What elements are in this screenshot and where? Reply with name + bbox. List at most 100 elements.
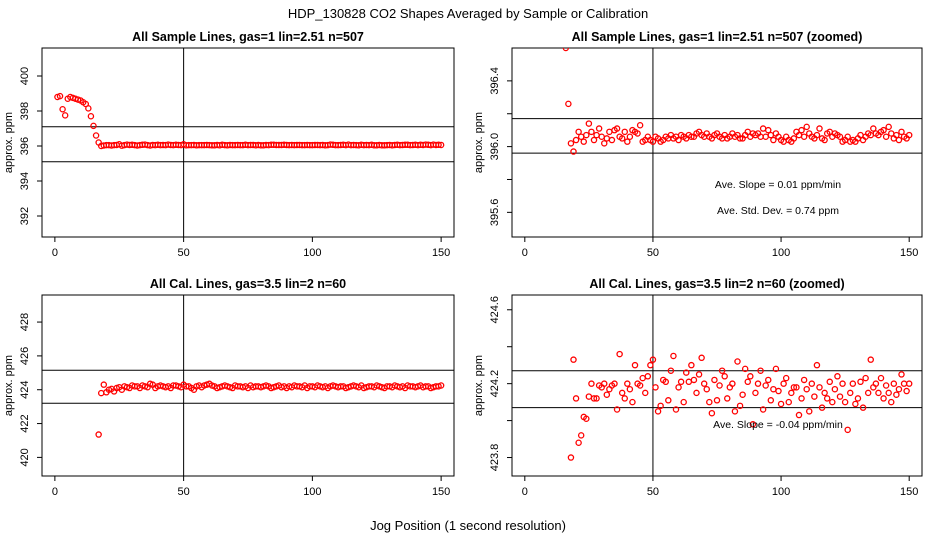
data-points: [95, 380, 445, 438]
data-point: [905, 131, 913, 139]
y-axis-label: approx. ppm: [473, 355, 485, 416]
data-point: [675, 384, 682, 391]
data-point: [672, 406, 680, 413]
data-point: [898, 128, 905, 136]
data-point: [729, 380, 736, 387]
data-point: [870, 125, 877, 132]
data-point: [795, 411, 803, 419]
data-point: [693, 389, 700, 397]
data-point: [677, 378, 685, 386]
figure-title: HDP_130828 CO2 Shapes Averaged by Sample…: [288, 6, 648, 21]
data-point: [721, 373, 728, 380]
data-point: [839, 380, 846, 387]
data-point: [767, 397, 775, 404]
y-tick-label: 395.6: [489, 199, 501, 227]
data-point: [649, 138, 657, 145]
data-point: [793, 384, 800, 391]
data-point: [854, 395, 862, 402]
x-tick-label: 100: [303, 247, 321, 259]
data-point: [806, 408, 813, 415]
data-point: [652, 384, 659, 391]
data-point: [590, 395, 598, 402]
data-point: [759, 125, 767, 132]
data-point: [765, 126, 772, 134]
data-point: [690, 376, 698, 384]
data-point: [777, 400, 785, 408]
data-point: [829, 398, 836, 406]
x-tick-label: 100: [303, 486, 321, 498]
data-point: [731, 408, 739, 415]
data-point: [565, 100, 572, 108]
data-point: [744, 378, 752, 386]
data-point: [580, 138, 588, 145]
data-point: [634, 130, 641, 137]
plot-frame: [41, 47, 455, 238]
data-point: [613, 125, 621, 132]
data-point: [698, 354, 705, 362]
annotation-text: Ave. Slope = 0.01 ppm/min: [715, 179, 841, 191]
x-tick-label: 0: [522, 247, 528, 259]
data-point: [765, 376, 772, 384]
data-point: [798, 126, 805, 134]
data-point: [864, 389, 872, 397]
x-tick-label: 50: [647, 247, 659, 259]
data-point: [736, 135, 744, 142]
x-tick-label: 150: [432, 486, 450, 498]
y-tick-label: 428: [19, 313, 31, 331]
data-point: [567, 454, 575, 461]
data-point: [618, 135, 626, 142]
data-point: [754, 380, 762, 387]
data-point: [823, 395, 831, 402]
data-point: [713, 397, 721, 404]
x-tick-label: 50: [178, 247, 190, 259]
y-tick-label: 396.0: [489, 133, 501, 161]
shared-x-axis-label: Jog Position (1 second resolution): [370, 518, 566, 533]
x-tick-label: 150: [900, 247, 918, 259]
data-point: [877, 374, 885, 382]
data-point: [844, 426, 851, 434]
data-point: [621, 395, 629, 402]
data-point: [890, 380, 898, 387]
data-point: [885, 123, 892, 131]
data-point: [780, 380, 787, 387]
data-point: [624, 380, 631, 387]
data-point: [647, 361, 654, 369]
data-point: [836, 393, 844, 400]
panel-sample-lines: All Sample Lines, gas=1 lin=2.51 n=507 0 5…: [3, 30, 455, 259]
panel-title: All Cal. Lines, gas=3.5 lin=2 n=60: [150, 277, 346, 291]
data-point: [601, 140, 608, 147]
data-point: [816, 384, 823, 391]
data-point: [757, 367, 764, 374]
data-point: [900, 380, 908, 387]
data-point: [611, 380, 618, 387]
data-point: [624, 138, 631, 145]
data-point: [875, 389, 882, 397]
data-point: [882, 133, 890, 140]
data-point: [857, 378, 864, 386]
data-point: [654, 408, 662, 415]
y-axis-label: approx. ppm: [3, 355, 15, 416]
data-point: [590, 136, 598, 144]
data-point: [772, 365, 780, 373]
data-point: [644, 373, 652, 380]
data-point: [905, 380, 913, 387]
data-point: [803, 123, 810, 131]
y-tick-label: 398: [19, 102, 31, 120]
data-point: [567, 140, 575, 147]
plot-frame: [511, 47, 923, 238]
data-point: [821, 389, 828, 397]
data-point: [836, 133, 844, 140]
data-point: [782, 374, 790, 382]
data-point: [583, 131, 590, 139]
data-point: [621, 128, 629, 136]
data-point: [588, 128, 595, 136]
data-point: [100, 381, 108, 388]
data-point: [667, 367, 675, 374]
data-point: [749, 421, 757, 428]
data-point: [665, 397, 672, 404]
y-tick-label: 396.4: [489, 67, 501, 95]
data-point: [97, 389, 105, 397]
panel-title: All Sample Lines, gas=1 lin=2.51 n=507: [132, 30, 364, 44]
data-point: [608, 136, 616, 144]
data-point: [741, 365, 749, 373]
